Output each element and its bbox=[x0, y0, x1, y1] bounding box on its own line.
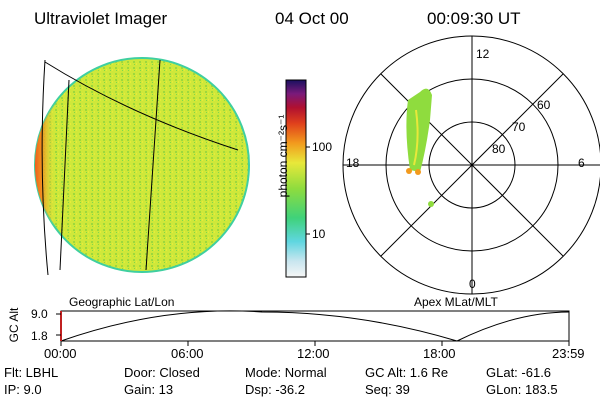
info-gain: Gain: 13 bbox=[124, 382, 174, 397]
mlat-label-80: 80 bbox=[492, 142, 506, 156]
info-glon: GLon: 183.5 bbox=[486, 382, 558, 397]
mlat-label-60: 60 bbox=[537, 98, 551, 112]
colorbar-tick-10: 10 bbox=[312, 227, 326, 241]
info-ip: IP: 9.0 bbox=[4, 382, 42, 397]
mlt-label-12: 12 bbox=[476, 47, 490, 61]
timeline-ytick-high: 9.0 bbox=[31, 307, 48, 321]
info-seq: Seq: 39 bbox=[365, 382, 410, 397]
altitude-timeline bbox=[56, 310, 570, 346]
time-label: 00:09:30 UT bbox=[427, 9, 521, 28]
info-dsp: Dsp: -36.2 bbox=[245, 382, 305, 397]
info-glat: GLat: -61.6 bbox=[486, 365, 552, 380]
earth-disk-image bbox=[34, 57, 250, 276]
timeline-xtick-0000: 00:00 bbox=[44, 346, 77, 361]
timeline-xtick-0600: 06:00 bbox=[171, 346, 204, 361]
colorbar-unit-label: photon cm⁻²s⁻¹ bbox=[276, 114, 290, 198]
mlat-label-70: 70 bbox=[512, 120, 526, 134]
mlt-label-18: 18 bbox=[346, 156, 360, 170]
instrument-title: Ultraviolet Imager bbox=[34, 9, 168, 28]
mlt-label-6: 6 bbox=[578, 156, 585, 170]
date-label: 04 Oct 00 bbox=[275, 9, 349, 28]
mlt-label-0: 0 bbox=[469, 277, 476, 291]
info-mode: Mode: Normal bbox=[245, 365, 327, 380]
colorbar bbox=[285, 79, 310, 278]
info-flt: Flt: LBHL bbox=[4, 365, 59, 380]
timeline-xtick-1800: 18:00 bbox=[423, 346, 456, 361]
polar-aurora-region bbox=[406, 88, 434, 207]
polar-plot bbox=[342, 35, 600, 295]
timeline-xtick-2359: 23:59 bbox=[552, 346, 585, 361]
apex-caption: Apex MLat/MLT bbox=[414, 295, 498, 309]
info-door: Door: Closed bbox=[124, 365, 200, 380]
timeline-xtick-1200: 12:00 bbox=[297, 346, 330, 361]
colorbar-tick-100: 100 bbox=[312, 140, 333, 154]
geographic-caption: Geographic Lat/Lon bbox=[69, 295, 175, 309]
timeline-ylabel: GC Alt bbox=[7, 307, 21, 343]
timeline-ytick-low: 1.8 bbox=[31, 329, 48, 343]
info-gcalt: GC Alt: 1.6 Re bbox=[365, 365, 449, 380]
